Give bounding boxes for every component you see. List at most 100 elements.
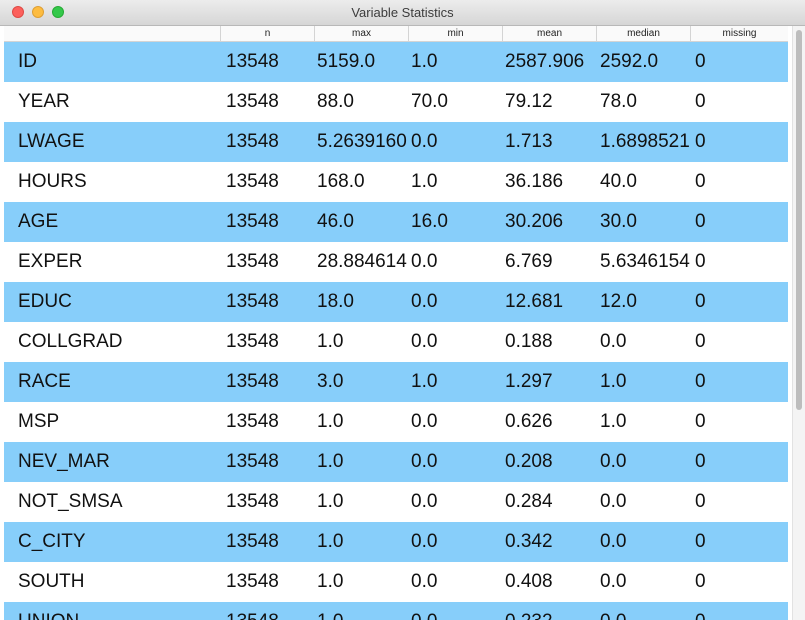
cell-n: 13548 [226,411,279,432]
cell-min: 0.0 [411,331,438,352]
cell-mean: 0.232 [505,602,553,620]
variable-name-cell: EDUC [18,291,72,312]
cell-mean: 0.342 [505,531,553,552]
column-header-min[interactable]: min [408,26,502,41]
minimize-window-button[interactable] [32,6,44,18]
cell-median: 0.0 [600,571,627,592]
window-title: Variable Statistics [351,5,454,20]
cell-mean: 30.206 [505,211,564,232]
cell-missing: 0 [695,331,706,352]
cell-max: 1.0 [317,411,344,432]
cell-median: 0.0 [600,491,627,512]
cell-missing: 0 [695,171,706,192]
cell-median: 0.0 [600,531,627,552]
cell-min: 1.0 [411,171,438,192]
cell-median: 2592.0 [600,51,659,72]
table-row[interactable]: NOT_SMSA 13548 1.0 0.0 0.284 0.0 0 [4,482,788,522]
cell-max: 18.0 [317,291,354,312]
column-header-n[interactable]: n [220,26,314,41]
cell-n: 13548 [226,571,279,592]
close-window-button[interactable] [12,6,24,18]
variable-name-cell: ID [18,51,37,72]
table-row[interactable]: UNION 13548 1.0 0.0 0.232 0.0 0 [4,602,788,620]
cell-max: 5159.0 [317,51,376,72]
cell-n: 13548 [226,531,279,552]
cell-median: 1.0 [600,411,627,432]
cell-min: 0.0 [411,131,438,152]
zoom-window-button[interactable] [52,6,64,18]
cell-n: 13548 [226,171,279,192]
cell-missing: 0 [695,602,706,620]
vertical-scrollbar[interactable] [792,26,805,620]
table-row[interactable]: NEV_MAR 13548 1.0 0.0 0.208 0.0 0 [4,442,788,482]
cell-min: 0.0 [411,531,438,552]
cell-n: 13548 [226,251,279,272]
variable-name-cell: AGE [18,211,59,232]
column-header-missing[interactable]: missing [690,26,788,41]
cell-n: 13548 [226,131,279,152]
variable-name-cell: MSP [18,411,60,432]
cell-max: 88.0 [317,91,354,112]
cell-missing: 0 [695,211,706,232]
table-row[interactable]: COLLGRAD 13548 1.0 0.0 0.188 0.0 0 [4,322,788,362]
variable-name-cell: LWAGE [18,131,85,152]
cell-n: 13548 [226,371,279,392]
table-row[interactable]: AGE 13548 46.0 16.0 30.206 30.0 0 [4,202,788,242]
cell-mean: 0.626 [505,411,553,432]
table-row[interactable]: ID 13548 5159.0 1.0 2587.906 2592.0 0 [4,42,788,82]
table-row[interactable]: EXPER 13548 28.884614 0.0 6.769 5.6346154 0 [4,242,788,282]
cell-median: 78.0 [600,91,637,112]
cell-max: 1.0 [317,531,344,552]
cell-max: 1.0 [317,491,344,512]
statistics-table: n max min mean median missing ID 13548 5159.0 1.… [4,26,788,620]
cell-missing: 0 [695,291,706,312]
cell-n: 13548 [226,491,279,512]
table-row[interactable]: C_CITY 13548 1.0 0.0 0.342 0.0 0 [4,522,788,562]
cell-min: 0.0 [411,602,437,620]
title-bar[interactable]: Variable Statistics [0,0,805,26]
cell-mean: 6.769 [505,251,553,272]
table-row[interactable]: LWAGE 13548 5.2639160 0.0 1.713 1.6898521 0 [4,122,788,162]
cell-max: 46.0 [317,211,354,232]
cell-median: 0.0 [600,602,626,620]
cell-max: 168.0 [317,171,365,192]
table-row[interactable]: HOURS 13548 168.0 1.0 36.186 40.0 0 [4,162,788,202]
table-row[interactable]: RACE 13548 3.0 1.0 1.297 1.0 0 [4,362,788,402]
cell-n: 13548 [226,331,279,352]
cell-median: 40.0 [600,171,637,192]
cell-n: 13548 [226,91,279,112]
cell-n: 13548 [226,211,279,232]
table-row[interactable]: EDUC 13548 18.0 0.0 12.681 12.0 0 [4,282,788,322]
cell-mean: 36.186 [505,171,564,192]
scrollbar-thumb[interactable] [796,30,802,410]
table-row[interactable]: YEAR 13548 88.0 70.0 79.12 78.0 0 [4,82,788,122]
cell-max: 3.0 [317,371,344,392]
table-row[interactable]: MSP 13548 1.0 0.0 0.626 1.0 0 [4,402,788,442]
table-row[interactable]: SOUTH 13548 1.0 0.0 0.408 0.0 0 [4,562,788,602]
variable-name-cell: COLLGRAD [18,331,123,352]
cell-mean: 79.12 [505,91,553,112]
cell-max: 1.0 [317,451,344,472]
column-header-variable[interactable] [4,26,220,41]
cell-min: 0.0 [411,291,438,312]
column-header-max[interactable]: max [314,26,408,41]
cell-min: 0.0 [411,411,438,432]
variable-name-cell: NOT_SMSA [18,491,123,512]
variable-name-cell: RACE [18,371,71,392]
cell-missing: 0 [695,571,706,592]
cell-missing: 0 [695,131,706,152]
column-header-mean[interactable]: mean [502,26,596,41]
cell-max: 28.884614 [317,251,407,272]
cell-median: 5.6346154 [600,251,690,272]
cell-median: 0.0 [600,331,627,352]
cell-missing: 0 [695,531,706,552]
variable-name-cell: UNION [18,602,79,620]
cell-max: 5.2639160 [317,131,407,152]
cell-median: 0.0 [600,451,627,472]
cell-missing: 0 [695,251,706,272]
cell-missing: 0 [695,411,706,432]
cell-mean: 0.188 [505,331,553,352]
cell-mean: 0.208 [505,451,553,472]
column-header-median[interactable]: median [596,26,690,41]
